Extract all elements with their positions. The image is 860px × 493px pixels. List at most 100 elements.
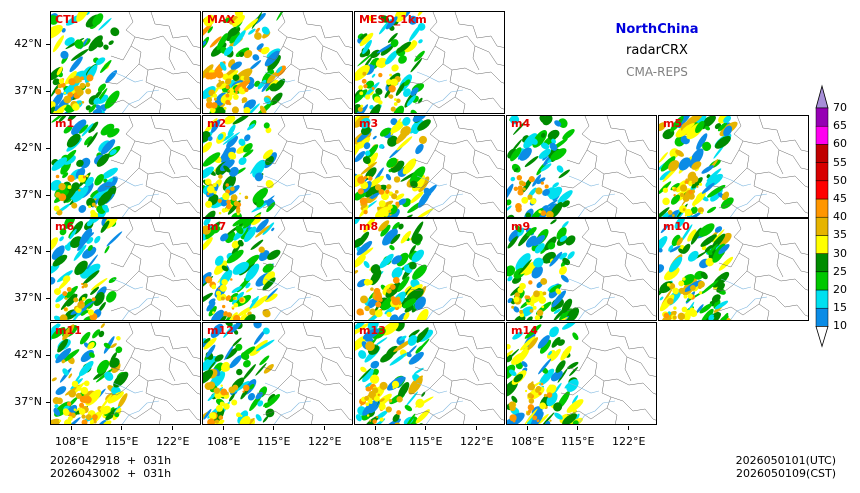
echo-core — [83, 380, 90, 387]
echo-cell — [566, 307, 580, 320]
panel-label: CTL — [55, 13, 78, 26]
echo-core — [698, 291, 703, 295]
echo-core — [688, 189, 694, 195]
echo-cell — [404, 41, 418, 53]
echo-cell — [714, 300, 729, 310]
province-boundary — [286, 346, 352, 377]
echo-core — [536, 309, 544, 317]
echo-cell — [513, 306, 520, 313]
echo-cell — [89, 352, 95, 358]
echo-cell — [53, 407, 61, 416]
echo-core — [80, 76, 85, 81]
echo-cell — [82, 270, 100, 285]
echo-cell — [707, 243, 719, 255]
echo-core — [386, 311, 392, 318]
echo-core — [672, 287, 679, 295]
echo-cell — [417, 22, 426, 31]
panel-map — [507, 116, 656, 217]
echo-cell — [98, 330, 105, 338]
river — [122, 89, 160, 113]
province-boundary — [150, 12, 200, 48]
province-boundary — [610, 396, 656, 421]
province-boundary — [320, 149, 328, 175]
echo-cell — [507, 364, 516, 380]
river — [720, 175, 752, 187]
echo-cell — [100, 405, 111, 415]
echo-core — [78, 408, 86, 415]
echo-cell — [690, 227, 702, 245]
echo-cell — [208, 306, 217, 317]
valid-time-utc: 2026050101(UTC) — [735, 454, 836, 467]
echo-cell — [385, 16, 398, 30]
echo-cell — [207, 361, 216, 372]
echo-cell — [203, 210, 216, 217]
echo-core — [527, 382, 536, 391]
echo-cell — [253, 323, 262, 329]
echo-core — [385, 406, 392, 413]
echo-cell — [101, 167, 118, 180]
panel-map — [355, 116, 504, 217]
echo-cell — [415, 308, 429, 320]
echo-core — [532, 415, 538, 421]
river — [730, 193, 768, 217]
valid-time-cst: 2026050109(CST) — [736, 467, 836, 480]
echo-cell — [380, 15, 390, 23]
echo-cell — [696, 304, 704, 314]
province-boundary — [566, 252, 588, 268]
echo-core — [372, 387, 379, 394]
echo-cell — [412, 116, 427, 122]
panel-m14: m14 — [506, 322, 657, 425]
echo-cell — [376, 43, 394, 54]
echo-cell — [560, 345, 572, 361]
echo-cell — [542, 116, 553, 126]
echo-cell — [362, 39, 372, 55]
echo-cell — [207, 136, 213, 142]
lon-tick-label: 108°E — [55, 435, 89, 448]
province-boundary — [154, 189, 200, 214]
echo-cell — [207, 26, 213, 34]
province-boundaries — [256, 12, 352, 113]
echo-cell — [405, 391, 419, 407]
echo-cell — [87, 342, 95, 350]
echo-cell — [256, 43, 264, 50]
echo-cell — [392, 222, 400, 231]
echo-cell — [55, 348, 72, 364]
echo-cell — [421, 391, 426, 397]
echo-cell — [229, 31, 240, 44]
echo-cell — [242, 219, 256, 229]
echo-cell — [360, 117, 371, 129]
echo-cell — [545, 199, 558, 208]
echo-cell — [723, 116, 732, 124]
echo-cell — [216, 80, 225, 88]
echo-cell — [413, 367, 424, 375]
province-boundary — [429, 116, 466, 217]
echo-cell — [701, 182, 715, 194]
echo-cell — [261, 26, 270, 35]
echo-core — [63, 95, 72, 104]
colorbar-bin — [815, 235, 829, 254]
echo-core — [85, 414, 92, 421]
echo-core — [367, 279, 373, 285]
panel-map — [203, 116, 352, 217]
province-boundary — [125, 219, 162, 320]
echo-core — [527, 409, 532, 414]
echo-core — [533, 290, 540, 298]
echo-cell — [117, 393, 128, 409]
river — [426, 193, 464, 217]
echo-cell — [678, 157, 691, 171]
echo-cell — [537, 335, 550, 349]
province-boundaries — [256, 219, 352, 320]
echo-cell — [96, 40, 104, 48]
echo-cell — [511, 352, 526, 365]
province-boundaries — [712, 116, 808, 217]
echo-core — [511, 305, 515, 309]
echo-core — [682, 287, 686, 291]
echo-core — [530, 302, 535, 307]
river — [568, 382, 600, 394]
echo-cell — [559, 235, 568, 242]
echo-cell — [359, 32, 374, 47]
echo-cell — [110, 352, 118, 362]
echo-cell — [243, 50, 253, 59]
echo-core — [526, 295, 531, 300]
echo-cell — [93, 89, 103, 101]
